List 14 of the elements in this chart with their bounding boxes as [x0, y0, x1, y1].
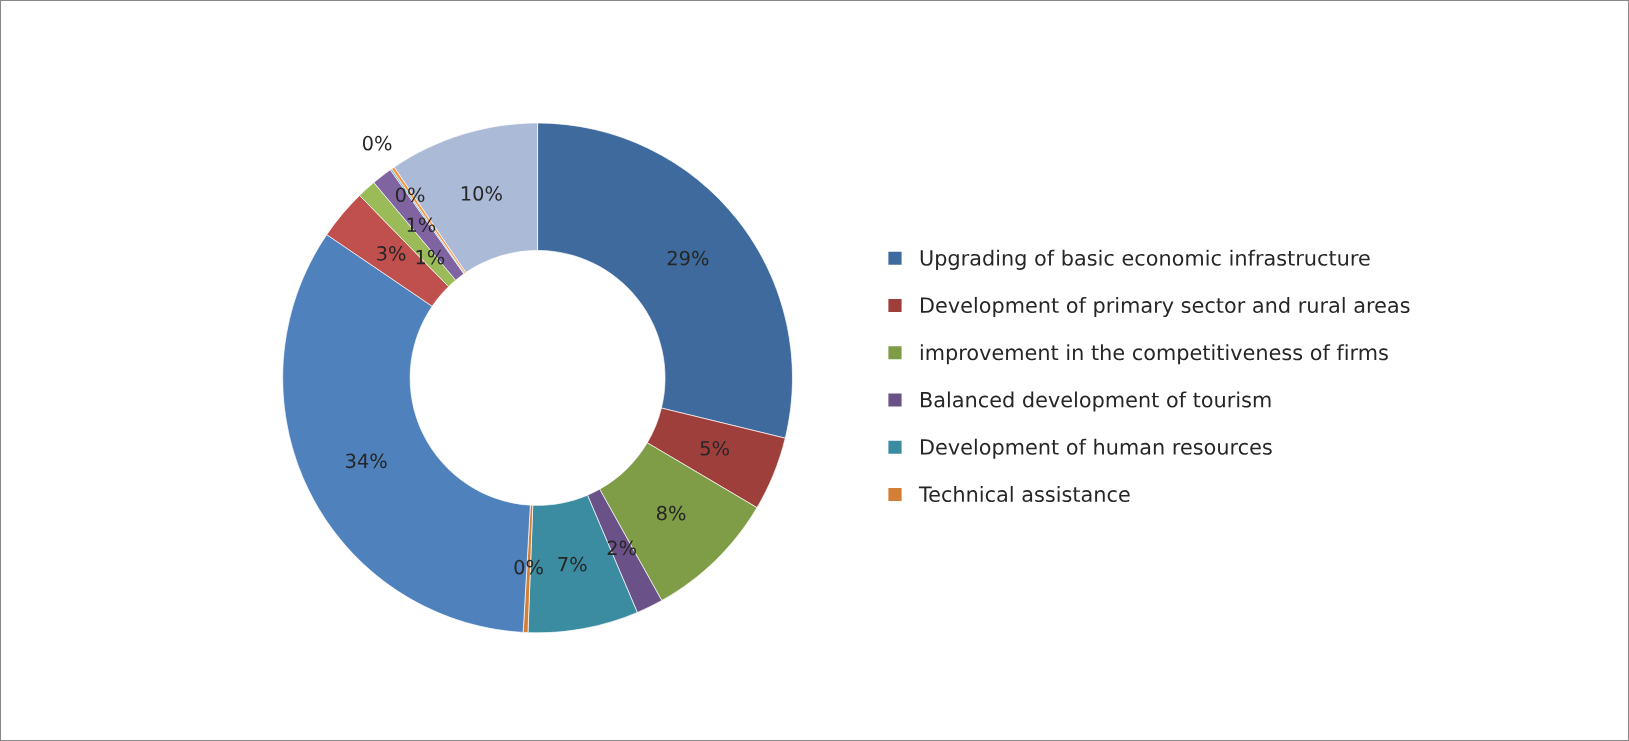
legend-label: Development of human resources	[920, 438, 1272, 459]
data-label: 8%	[656, 505, 686, 521]
legend-label: Technical assistance	[918, 485, 1130, 503]
data-label: 3%	[377, 246, 406, 261]
data-label: 5%	[700, 440, 729, 456]
data-label: 29%	[667, 250, 709, 266]
legend-label: improvement in the competitiveness of firms	[920, 344, 1388, 365]
data-label: 7%	[558, 556, 587, 572]
data-label: 34%	[346, 453, 387, 469]
legend-label: Upgrading of basic economic infrastructure	[920, 249, 1370, 270]
data-label: 10%	[461, 186, 502, 201]
legend-label: Balanced development of tourism	[920, 391, 1271, 412]
legend-label: Development of primary sector and rural areas	[920, 296, 1410, 318]
data-label: 0%	[362, 135, 392, 151]
